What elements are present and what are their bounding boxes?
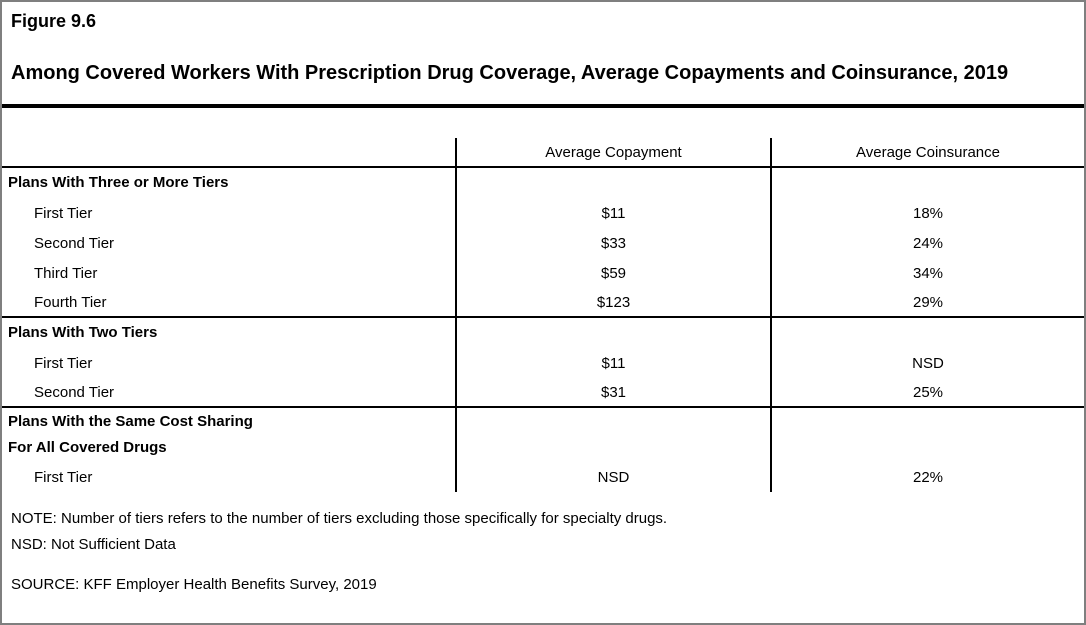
tier-row: Third Tier $59 34% (2, 258, 1084, 288)
tier-row: First Tier NSD 22% (2, 462, 1084, 492)
notes-gap (11, 558, 1074, 572)
section-header-row: Plans With the Same Cost Sharing For All… (2, 408, 1084, 462)
section-header-row: Plans With Three or More Tiers (2, 168, 1084, 198)
copayment-value-cell: $33 (455, 228, 770, 258)
section-header-cell: Plans With Two Tiers (8, 324, 158, 341)
tier-row: Second Tier $31 25% (2, 378, 1084, 408)
copayment-value-cell: $31 (455, 378, 770, 406)
coinsurance-value-cell: 29% (770, 288, 1084, 316)
tier-row: First Tier $11 18% (2, 198, 1084, 228)
table-header-row: Average Copayment Average Coinsurance (2, 138, 1084, 168)
section-header-cell: Plans With Three or More Tiers (8, 174, 229, 191)
copayment-value-cell (455, 168, 770, 198)
column-header-coinsurance: Average Coinsurance (770, 138, 1084, 166)
tier-row: Second Tier $33 24% (2, 228, 1084, 258)
coinsurance-value-cell (770, 168, 1084, 198)
copayment-value-cell: $11 (455, 348, 770, 378)
table-body: Plans With Three or More Tiers First Tier… (2, 168, 1084, 492)
tier-label-cell: First Tier (34, 204, 93, 222)
coinsurance-value-cell (770, 408, 1084, 462)
coinsurance-value-cell: 25% (770, 378, 1084, 406)
copay-coinsurance-table: Average Copayment Average Coinsurance Pl… (2, 138, 1084, 492)
figure-title: Among Covered Workers With Prescription … (11, 62, 1009, 84)
coinsurance-value-cell: NSD (770, 348, 1084, 378)
tier-label-cell: Fourth Tier (34, 293, 107, 311)
copayment-value-cell: NSD (455, 462, 770, 492)
column-header-blank (2, 138, 455, 166)
copayment-value-cell: $11 (455, 198, 770, 228)
coinsurance-value-cell: 22% (770, 462, 1084, 492)
coinsurance-value-cell: 24% (770, 228, 1084, 258)
note-text: NOTE: Number of tiers refers to the numb… (11, 510, 668, 527)
copayment-value-cell (455, 318, 770, 348)
title-block: Figure 9.6 Among Covered Workers With Pr… (2, 2, 1084, 89)
tier-label-cell: Third Tier (34, 264, 98, 282)
footer-notes: NOTE: Number of tiers refers to the numb… (2, 492, 1084, 598)
section-header-row: Plans With Two Tiers (2, 318, 1084, 348)
source-text: SOURCE: KFF Employer Health Benefits Sur… (11, 576, 377, 593)
tier-label-cell: First Tier (34, 354, 93, 372)
tier-label-cell: First Tier (34, 468, 93, 486)
tier-row: First Tier $11 NSD (2, 348, 1084, 378)
copayment-value-cell: $123 (455, 288, 770, 316)
coinsurance-value-cell: 18% (770, 198, 1084, 228)
nsd-definition-text: NSD: Not Sufficient Data (11, 536, 176, 553)
tier-label-cell: Second Tier (34, 383, 115, 401)
title-divider-rule (2, 104, 1084, 108)
tier-row: Fourth Tier $123 29% (2, 288, 1084, 318)
copayment-value-cell (455, 408, 770, 462)
figure-number: Figure 9.6 (11, 11, 97, 31)
section-header-cell: Plans With the Same Cost Sharing For All… (8, 413, 253, 456)
coinsurance-value-cell: 34% (770, 258, 1084, 288)
copayment-value-cell: $59 (455, 258, 770, 288)
table-top-gap (2, 108, 1084, 138)
tier-label-cell: Second Tier (34, 234, 115, 252)
coinsurance-value-cell (770, 318, 1084, 348)
column-header-copayment: Average Copayment (455, 138, 770, 166)
